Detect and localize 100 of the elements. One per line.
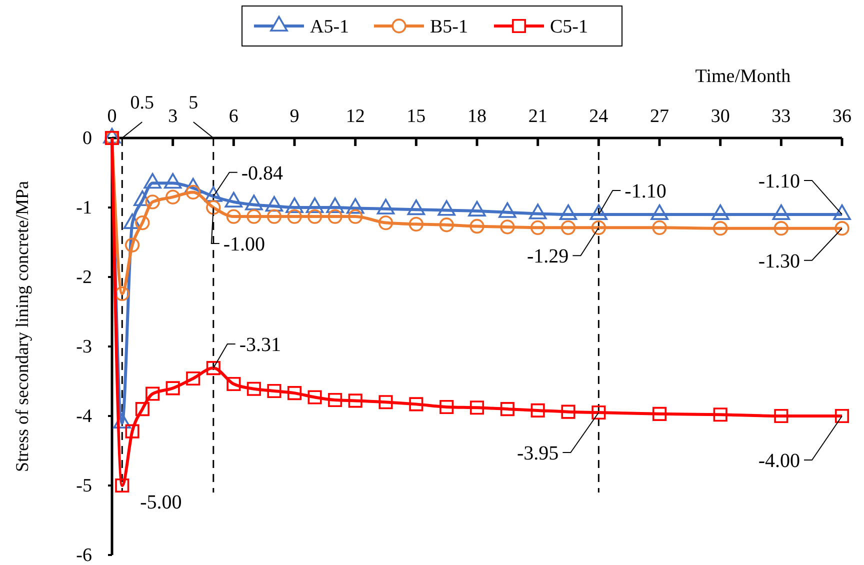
point — [135, 215, 150, 230]
point — [713, 221, 728, 236]
point — [346, 198, 364, 214]
point — [378, 395, 393, 410]
point — [834, 221, 850, 236]
point — [348, 394, 362, 408]
point — [470, 400, 484, 415]
x-tick-label: 33 — [772, 106, 791, 128]
y-tick-label: -1 — [76, 198, 92, 219]
point — [114, 286, 130, 301]
x-tick-label: 6 — [228, 106, 238, 128]
point — [287, 209, 302, 224]
y-tick-label: 0 — [82, 128, 92, 150]
point — [498, 202, 516, 218]
x-tick-label: 24 — [589, 106, 609, 128]
annotation: -3.95 — [516, 442, 559, 465]
x-axis-title: Time/Month — [695, 66, 792, 87]
point — [308, 390, 322, 404]
point — [560, 220, 576, 235]
x-tick-label: 0 — [107, 106, 117, 128]
point — [561, 404, 576, 419]
point — [186, 371, 200, 386]
y-tick-label: -6 — [76, 545, 92, 565]
point — [326, 197, 344, 213]
y-tick-label: -5 — [76, 476, 92, 497]
annotation: -1.10 — [624, 180, 666, 202]
point — [226, 377, 241, 392]
annotation: -5.00 — [140, 492, 182, 514]
point — [245, 194, 263, 210]
x-tick-label: 27 — [650, 106, 669, 128]
point — [226, 209, 241, 224]
x-tick-label: 15 — [406, 106, 426, 128]
x-tick-label: 9 — [290, 106, 300, 128]
point — [267, 384, 282, 398]
point — [408, 216, 424, 232]
point — [652, 220, 667, 235]
ref-line-label: 0.5 — [130, 92, 154, 114]
x-tick-label: 12 — [346, 106, 365, 128]
point — [246, 209, 262, 224]
y-tick-label: -3 — [76, 336, 92, 358]
point — [328, 392, 342, 408]
point — [530, 220, 546, 235]
annotation: -1.29 — [526, 246, 569, 268]
point — [500, 220, 515, 234]
point — [407, 199, 426, 216]
point — [468, 200, 486, 216]
point — [528, 204, 547, 220]
point — [206, 200, 221, 215]
point — [135, 402, 150, 416]
point — [145, 194, 160, 210]
point — [287, 386, 302, 400]
y-axis-title: Stress of secondary lining concrete/MPa — [12, 181, 32, 472]
point — [711, 204, 730, 220]
point — [224, 192, 243, 208]
point — [348, 209, 363, 224]
x-tick-label: 3 — [168, 106, 178, 128]
point — [328, 209, 342, 224]
y-tick-label: -2 — [76, 267, 92, 288]
x-tick-label: 21 — [528, 106, 548, 128]
point — [774, 221, 788, 236]
point — [500, 402, 514, 416]
point — [164, 173, 182, 189]
x-tick-label: 36 — [832, 106, 852, 128]
point — [833, 204, 851, 220]
point — [306, 197, 324, 213]
point — [206, 361, 220, 376]
x-tick-label: 30 — [710, 106, 730, 128]
point — [439, 218, 454, 232]
legend-label: B5-1 — [430, 16, 468, 38]
point — [559, 204, 578, 220]
point — [652, 406, 667, 421]
point — [590, 204, 608, 220]
annotation: -0.84 — [241, 162, 284, 184]
point — [470, 218, 484, 234]
point — [266, 209, 282, 224]
point — [124, 238, 140, 252]
point — [774, 408, 788, 424]
legend-label: C5-1 — [550, 16, 588, 38]
point — [265, 196, 284, 212]
point — [378, 215, 394, 230]
point — [834, 408, 850, 424]
legend-label: A5-1 — [310, 16, 350, 38]
point — [103, 128, 121, 144]
point — [115, 478, 130, 493]
point — [440, 400, 454, 414]
point — [146, 386, 160, 401]
ref-line-label: 5 — [188, 92, 198, 114]
annotation: -4.00 — [758, 450, 800, 472]
point — [286, 197, 304, 213]
y-tick-label: -4 — [76, 406, 92, 428]
point — [409, 397, 424, 412]
point — [772, 204, 790, 220]
annotation: -1.00 — [223, 234, 266, 256]
point — [307, 209, 322, 224]
point — [592, 406, 606, 420]
point — [591, 220, 606, 235]
point — [166, 190, 180, 204]
point — [134, 190, 152, 206]
point — [530, 403, 545, 418]
point — [123, 213, 142, 229]
